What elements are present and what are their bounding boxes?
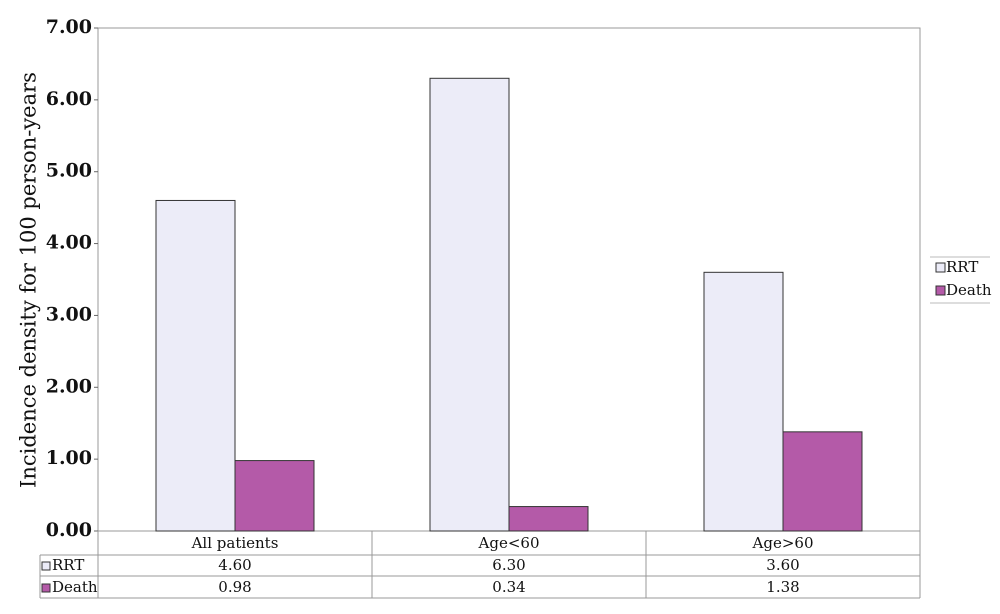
bar — [508, 506, 589, 532]
y-axis-title: Incidence density for 100 person-years — [17, 72, 41, 488]
y-tick-label: 0.00 — [46, 519, 92, 541]
x-tick-label: Age<60 — [478, 534, 540, 552]
y-tick-label: 6.00 — [46, 88, 92, 110]
table-row-label: Death — [52, 578, 98, 596]
table-value: 0.34 — [492, 578, 525, 596]
table-value: 0.98 — [218, 578, 251, 596]
table-legend-key — [41, 561, 51, 571]
y-tick-label: 3.00 — [46, 303, 92, 325]
bar — [782, 431, 863, 532]
x-tick-label: All patients — [191, 534, 279, 552]
table-value: 3.60 — [766, 556, 799, 574]
bar — [155, 199, 236, 532]
y-tick-label: 5.00 — [46, 160, 92, 182]
bar — [429, 77, 510, 532]
legend-label: RRT — [946, 258, 978, 276]
legend-label: Death — [946, 281, 992, 299]
table-value: 4.60 — [218, 556, 251, 574]
legend-key — [935, 262, 946, 273]
legend-key — [935, 285, 946, 296]
table-value: 1.38 — [766, 578, 799, 596]
x-tick-label: Age>60 — [752, 534, 814, 552]
y-tick-label: 2.00 — [46, 375, 92, 397]
table-legend-key — [41, 583, 51, 593]
y-tick-label: 4.00 — [46, 232, 92, 254]
table-value: 6.30 — [492, 556, 525, 574]
y-tick-label: 7.00 — [46, 16, 92, 38]
bar — [234, 460, 315, 532]
y-tick-label: 1.00 — [46, 447, 92, 469]
table-row-label: RRT — [52, 556, 84, 574]
bar — [703, 271, 784, 532]
